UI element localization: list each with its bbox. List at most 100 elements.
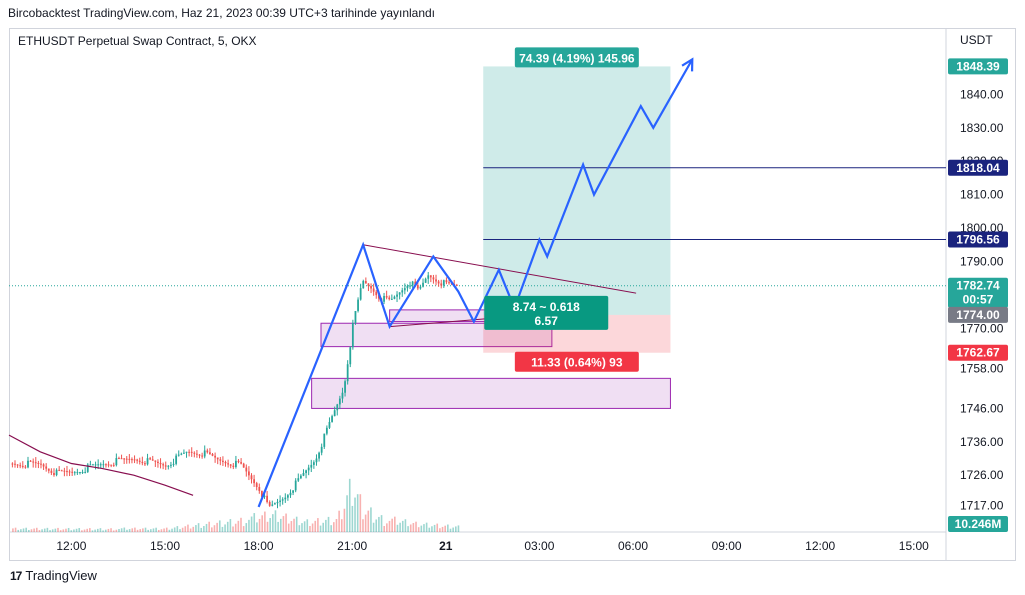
volume-bar [295,516,298,532]
candle-body [383,295,385,302]
volume-bar [303,521,306,532]
candle-body [437,281,440,284]
volume-bar [75,528,78,532]
candle-body [419,286,422,289]
candle-body [235,460,237,467]
volume-bar [388,520,391,532]
candle-body [406,286,409,289]
volume-bar [43,528,46,532]
candle-body [196,453,198,455]
candle-body [255,483,258,488]
volume-bar [54,528,57,532]
candle-body [53,472,55,476]
candle-body [279,500,281,502]
price-tag-label: 1762.67 [956,346,1000,360]
volume-bar [171,528,173,532]
candle-body [203,450,206,457]
volume-bar [274,510,277,532]
candle-body [211,454,214,456]
volume-bar [115,529,118,532]
volume-bar [383,526,385,532]
candle-body [307,467,310,471]
candle-body [266,495,268,503]
volume-bar [192,526,195,532]
volume-bar [375,519,378,532]
candle-body [229,464,232,466]
candle-body [84,471,87,473]
price-tag [948,58,1008,75]
candle-body [227,463,230,465]
volume-bar [404,519,407,532]
x-tick-label: 12:00 [56,539,86,553]
volume-bar [370,507,372,532]
volume-bar [333,522,335,532]
candle-body [14,463,16,465]
risk-reward-label-box [484,295,609,330]
volume-bar [407,526,409,532]
candle-body [102,464,105,466]
volume-bar [409,524,412,532]
candle-body [424,278,427,283]
volume-bar [163,528,165,532]
volume-bar [94,529,96,532]
price-tag [948,231,1008,248]
candle-body [11,463,14,465]
volume-bar [139,529,142,532]
candle-body [107,464,110,466]
candle-body [224,462,227,464]
volume-bar [380,515,383,532]
candle-body [429,275,432,278]
volume-bar [73,529,75,532]
volume-bar [364,514,367,532]
candle-body [359,288,362,300]
volume-bar [248,519,250,532]
price-tag-label: 1782.74 [956,279,1000,293]
volume-bar [253,513,256,532]
candle-body [403,288,406,291]
volume-bar [378,516,380,532]
volume-bar [91,530,94,532]
volume-bar [285,513,287,532]
x-tick-label: 21:00 [337,539,367,553]
candle-body [24,466,27,468]
volume-bar [232,526,234,532]
candle-body [263,495,266,497]
volume-bar [362,519,364,532]
candle-body [79,472,81,474]
candle-body [123,458,126,460]
candle-body [55,469,58,476]
candle-body [253,479,255,484]
volume-bar [218,520,221,532]
candle-body [271,504,274,506]
volume-bar [415,521,417,532]
volume-bar [165,527,168,532]
candle-body [364,281,367,284]
footer-brand[interactable]: 17 TradingView [10,568,97,583]
volume-bar [290,521,293,532]
volume-bar [195,525,197,532]
x-tick-label: 12:00 [805,539,835,553]
volume-bar [150,529,152,532]
price-tag-label: 1774.00 [956,308,1000,322]
candle-body [250,475,253,480]
candle-body [68,471,71,473]
volume-bar [340,519,343,532]
candle-body [21,465,24,467]
candle-body [110,464,113,466]
order-block-box [311,377,671,409]
candle-body [393,296,396,299]
x-tick-label: 21 [439,539,453,553]
candle-body [172,463,175,465]
candle-body [305,470,307,474]
candle-body [201,455,204,457]
candle-body [27,460,29,468]
volume-bar [240,517,242,532]
y-tick-label: 1758.00 [960,361,1004,375]
volume-bar [282,516,285,532]
volume-bar [152,528,155,532]
candle-body [237,460,240,463]
candle-body [42,464,45,467]
volume-bar [136,529,139,532]
y-tick-label: 1810.00 [960,188,1004,202]
